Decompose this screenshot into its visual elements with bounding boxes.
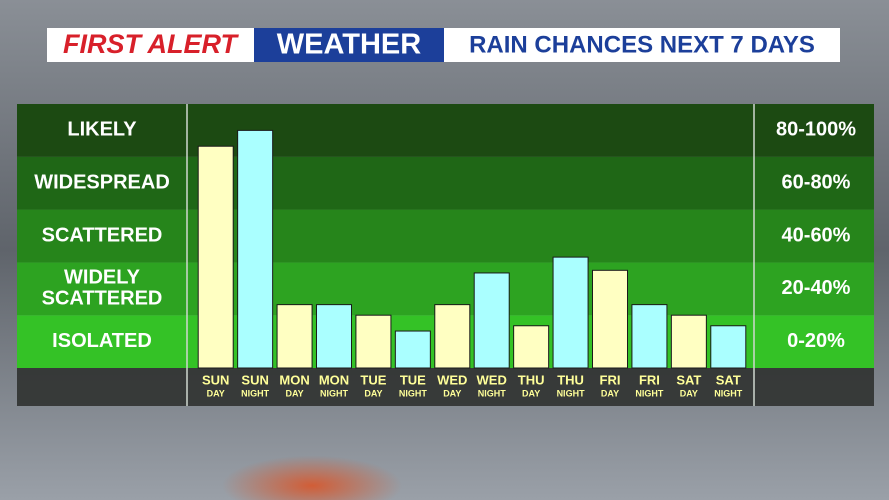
x-tick-label: FRI [600,372,621,387]
x-tick-sublabel: NIGHT [399,388,428,398]
band-range: 60-80% [782,171,851,193]
x-tick-label: SUN [241,372,268,387]
band-label: WIDELY [64,267,141,289]
band-range: 20-40% [782,277,851,299]
x-tick-sublabel: DAY [285,388,303,398]
title-box [47,28,254,62]
x-tick-sublabel: NIGHT [635,388,664,398]
x-tick-label: TUE [400,372,426,387]
x-tick-sublabel: DAY [601,388,619,398]
bar [710,325,747,369]
x-tick-label: THU [518,372,545,387]
x-tick-sublabel: NIGHT [320,388,349,398]
bar [434,304,471,369]
band [17,156,874,210]
chart-title: RAIN CHANCES NEXT 7 DAYS [469,31,815,58]
band-label: LIKELY [67,119,137,141]
band-range: 0-20% [787,330,845,352]
title-box [444,28,840,62]
brand-first-alert: FIRST ALERT [63,29,240,59]
band-label: SCATTERED [42,288,163,310]
x-tick-label: SUN [202,372,229,387]
bar [592,269,628,369]
brand-weather: WEATHER [277,29,422,61]
x-tick-sublabel: NIGHT [478,388,507,398]
axis-row [17,368,874,406]
bar [237,129,274,369]
band-label: ISOLATED [52,330,152,352]
x-tick-sublabel: NIGHT [714,388,743,398]
x-tick-label: WED [477,372,507,387]
bar [394,330,431,369]
bar [513,325,550,369]
x-tick-label: WED [437,372,467,387]
x-tick-label: THU [557,372,584,387]
x-tick-label: FRI [639,372,660,387]
bar [197,145,234,369]
band [17,104,874,157]
band-range: 80-100% [776,119,856,141]
bar [670,314,707,369]
x-tick-label: MON [279,372,309,387]
x-tick-sublabel: NIGHT [557,388,586,398]
bar [316,304,352,369]
x-tick-label: TUE [360,372,386,387]
bar [552,256,589,369]
x-tick-sublabel: DAY [680,388,698,398]
x-tick-label: MON [319,372,349,387]
x-tick-sublabel: DAY [522,388,540,398]
bar [355,314,392,369]
bar [473,272,510,369]
band [17,209,874,263]
x-tick-sublabel: DAY [364,388,382,398]
band-range: 40-60% [782,224,851,246]
bar [276,304,313,369]
band-label: WIDESPREAD [34,171,170,193]
x-tick-label: SAT [676,372,701,387]
x-tick-sublabel: DAY [207,388,225,398]
bar [631,304,668,369]
plot: LIKELY 80-100% WIDESPREAD 60-80% SCATTERED 40… [17,104,874,406]
x-tick-label: SAT [716,372,741,387]
title-box [254,28,444,62]
x-tick-sublabel: NIGHT [241,388,270,398]
x-tick-sublabel: DAY [443,388,461,398]
band-label: SCATTERED [42,224,163,246]
